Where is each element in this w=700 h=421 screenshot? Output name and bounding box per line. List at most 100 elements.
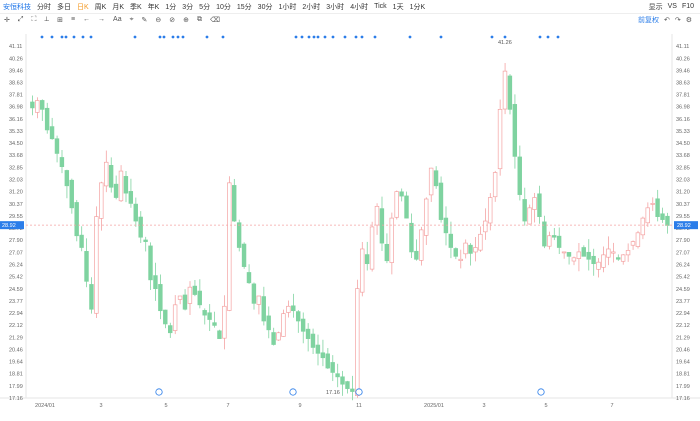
period-3[interactable]: 周K (94, 3, 107, 11)
header-right-item-1[interactable]: VS (667, 3, 677, 10)
x-tick-label: 9 (298, 403, 301, 409)
undo-icon[interactable]: ↶ (663, 16, 670, 24)
news-marker (537, 388, 545, 396)
draw-tool-2[interactable]: ⛶ (31, 15, 37, 23)
draw-tool-3[interactable]: ⟂ (44, 15, 50, 23)
candle-body (39, 100, 45, 110)
event-marker (171, 35, 175, 39)
candle-body (49, 126, 55, 140)
candle-body (414, 250, 419, 260)
y-tick-right: 22.12 (676, 323, 690, 329)
candle-body (251, 283, 257, 304)
event-marker (162, 35, 166, 39)
candle-body (625, 250, 631, 256)
candle-body (143, 239, 148, 242)
candle-body (399, 191, 404, 197)
draw-tool-4[interactable]: ⊞ (57, 16, 63, 24)
event-marker (373, 35, 377, 39)
draw-tool-9[interactable]: ⌖ (129, 15, 134, 23)
period-14[interactable]: 2小时 (302, 3, 321, 11)
draw-tool-11[interactable]: ⊖ (155, 16, 162, 24)
y-tick-left: 24.59 (9, 287, 23, 293)
period-16[interactable]: 4小时 (350, 3, 369, 11)
period-13[interactable]: 1小时 (278, 3, 297, 11)
event-marker (360, 35, 364, 39)
settings-icon[interactable]: ⚙ (685, 16, 692, 24)
candle-body (502, 70, 508, 110)
draw-tool-14[interactable]: ⧉ (197, 15, 203, 23)
period-18[interactable]: 1天 (392, 3, 404, 11)
kline-chart[interactable]: 41.11 41.11 40.26 40.26 39.46 39.46 38.63 38.63… (0, 26, 700, 421)
draw-tool-13[interactable]: ⊕ (183, 16, 190, 24)
symbol-label[interactable]: 安恒科技 (3, 3, 31, 11)
header-right-item-0[interactable]: 显示 (648, 3, 663, 11)
redo-icon[interactable]: ↷ (674, 16, 681, 24)
price-tag-left-bg (0, 221, 24, 230)
period-12[interactable]: 30分 (257, 3, 273, 11)
draw-tool-1[interactable]: ⤢ (17, 15, 24, 23)
draw-tool-5[interactable]: ≡ (70, 16, 76, 23)
low-label: 17.16 (326, 390, 340, 396)
draw-tool-15[interactable]: ⌫ (210, 16, 220, 24)
candle-body (532, 197, 537, 210)
candle-body (369, 226, 375, 270)
y-tick-right: 22.94 (676, 311, 690, 317)
candle-body (556, 235, 562, 248)
period-1[interactable]: 多日 (57, 3, 71, 11)
fq-label[interactable]: 前复权 (637, 16, 659, 24)
period-9[interactable]: 5分 (199, 3, 211, 11)
period-15[interactable]: 3小时 (326, 3, 345, 11)
y-tick-right: 24.59 (676, 287, 690, 293)
y-tick-left: 33.68 (9, 153, 23, 159)
period-17[interactable]: Tick (374, 3, 387, 10)
draw-tool-7[interactable]: → (98, 16, 106, 23)
y-tick-right: 32.85 (676, 165, 690, 171)
candle-body (276, 332, 281, 341)
candle-body (547, 235, 552, 247)
candle-body (271, 332, 276, 345)
y-tick-right: 17.99 (676, 384, 690, 390)
period-4[interactable]: 月K (112, 3, 125, 11)
y-tick-left: 26.24 (9, 263, 23, 269)
header-right-item-2[interactable]: F10 (681, 3, 694, 10)
period-5[interactable]: 季K (130, 3, 142, 11)
y-tick-left: 17.99 (9, 384, 23, 390)
candle-body (69, 179, 74, 209)
candle-body (483, 220, 488, 233)
y-tick-left: 32.85 (9, 165, 23, 171)
y-tick-left: 29.55 (9, 214, 23, 220)
period-8[interactable]: 3分 (182, 3, 194, 11)
candle-body (473, 247, 478, 253)
y-tick-left: 36.16 (9, 117, 23, 123)
y-tick-left: 27.07 (9, 250, 23, 256)
period-7[interactable]: 1分 (165, 3, 177, 11)
candle-body (374, 205, 380, 226)
candle-body (665, 215, 670, 226)
period-bar: 安恒科技 分时 多日 日K 周K 月K 季K 年K 1分 3分 5分 10分 15分 30分 1小时 2小时 3… (0, 0, 700, 14)
draw-tool-10[interactable]: ✎ (141, 16, 148, 24)
y-tick-left: 17.16 (9, 396, 23, 402)
period-2[interactable]: 日K (77, 3, 89, 11)
candle-body (561, 251, 567, 254)
draw-tool-12[interactable]: ⊘ (169, 16, 176, 24)
x-tick-label: 11 (356, 403, 362, 409)
event-marker (158, 35, 162, 39)
candle-body (236, 222, 242, 248)
period-10[interactable]: 10分 (216, 3, 231, 11)
period-0[interactable]: 分时 (37, 3, 51, 11)
period-6[interactable]: 年K (147, 3, 160, 11)
draw-tool-0[interactable]: ✛ (4, 16, 10, 24)
event-marker (72, 35, 76, 39)
y-tick-right: 30.37 (676, 202, 690, 208)
news-marker (355, 388, 363, 396)
period-19[interactable]: 1分K (409, 3, 426, 11)
period-11[interactable]: 15分 (236, 3, 252, 11)
event-marker (538, 35, 542, 39)
candle-body (571, 257, 577, 262)
price-tag-left: 28.92 (2, 223, 16, 229)
candle-body (163, 309, 168, 325)
candle-body (187, 286, 193, 304)
event-marker (205, 35, 209, 39)
draw-tool-6[interactable]: ← (83, 16, 91, 23)
draw-tool-8[interactable]: Aa (113, 16, 122, 23)
